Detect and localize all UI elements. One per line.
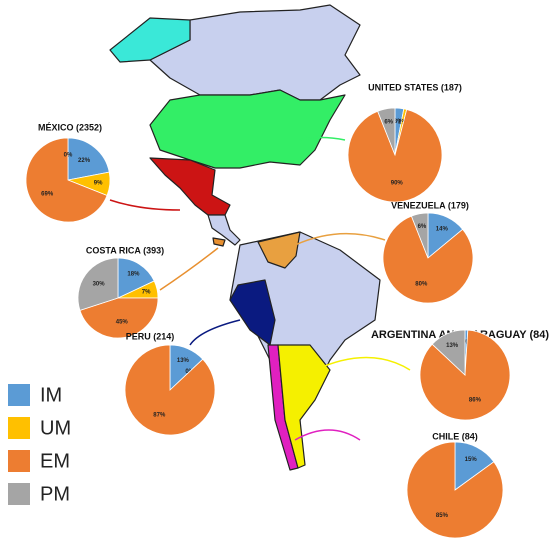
legend-label: IM [40, 384, 62, 406]
pie-slice [67, 137, 110, 181]
pie-slice [347, 108, 443, 203]
pie-label: 30% [93, 281, 106, 287]
legend-swatch [8, 417, 30, 439]
legend-swatch [8, 450, 30, 472]
arrow [294, 232, 386, 246]
legend-swatch [8, 384, 30, 406]
venezuela [257, 231, 301, 269]
arrow [294, 429, 361, 441]
pie-slice [382, 215, 474, 304]
pie-slice [377, 107, 396, 156]
pie-label: 13% [446, 343, 459, 349]
arrow [189, 319, 241, 346]
pie-label: 6% [418, 224, 427, 230]
pie-title: COSTA RICA (393) [86, 245, 164, 255]
costa-rica [212, 237, 226, 247]
pie-label: 86% [469, 398, 482, 404]
argentina-paraguay [277, 344, 331, 469]
legend-label: UM [40, 417, 71, 439]
map [109, 4, 381, 471]
pie-label: 1% [462, 340, 471, 346]
pie-slice [117, 257, 155, 299]
arrow [299, 136, 346, 141]
pie-title: MÉXICO (2352) [38, 122, 102, 132]
pie-title: VENEZUELA (179) [391, 200, 469, 210]
pie-label: 90% [391, 181, 404, 187]
pie-title: CHILE (84) [432, 431, 478, 441]
pie-title: UNITED STATES (187) [368, 82, 462, 92]
pie-label: 45% [116, 319, 129, 325]
pie-label: 14% [436, 226, 449, 232]
central-america [207, 214, 241, 246]
pie-slice [25, 137, 108, 223]
pie-label: 80% [415, 282, 428, 288]
pie-title: PERU (214) [126, 331, 175, 341]
pie-label: 9% [94, 180, 103, 186]
pie-label: 85% [436, 513, 449, 519]
legend-label: EM [40, 450, 70, 472]
arrows [109, 136, 411, 441]
pie-label: 69% [41, 192, 54, 198]
legend-swatch [8, 483, 30, 505]
pie-label: 0% [64, 152, 73, 158]
pie-label: 6% [384, 119, 393, 125]
pie-slice [79, 297, 159, 339]
pie-slice [124, 344, 216, 436]
arrow [109, 199, 181, 211]
pie-slice [431, 329, 466, 376]
pie-label: 18% [127, 271, 140, 277]
alaska [109, 17, 191, 63]
pie-label: 15% [465, 457, 478, 463]
pie-slice [77, 257, 119, 311]
pie-slice [406, 441, 504, 539]
pie-label: 22% [78, 158, 91, 164]
united-states [149, 89, 346, 169]
pie-label: 1% [398, 120, 407, 126]
pie-label: 87% [153, 412, 166, 418]
pie-label: 13% [177, 358, 190, 364]
arrow [159, 247, 219, 291]
pie-slice [410, 212, 429, 259]
pie-label: 7% [142, 289, 151, 295]
legend-label: PM [40, 483, 70, 505]
pie-label: 3% [394, 119, 403, 125]
arrow [314, 356, 411, 371]
